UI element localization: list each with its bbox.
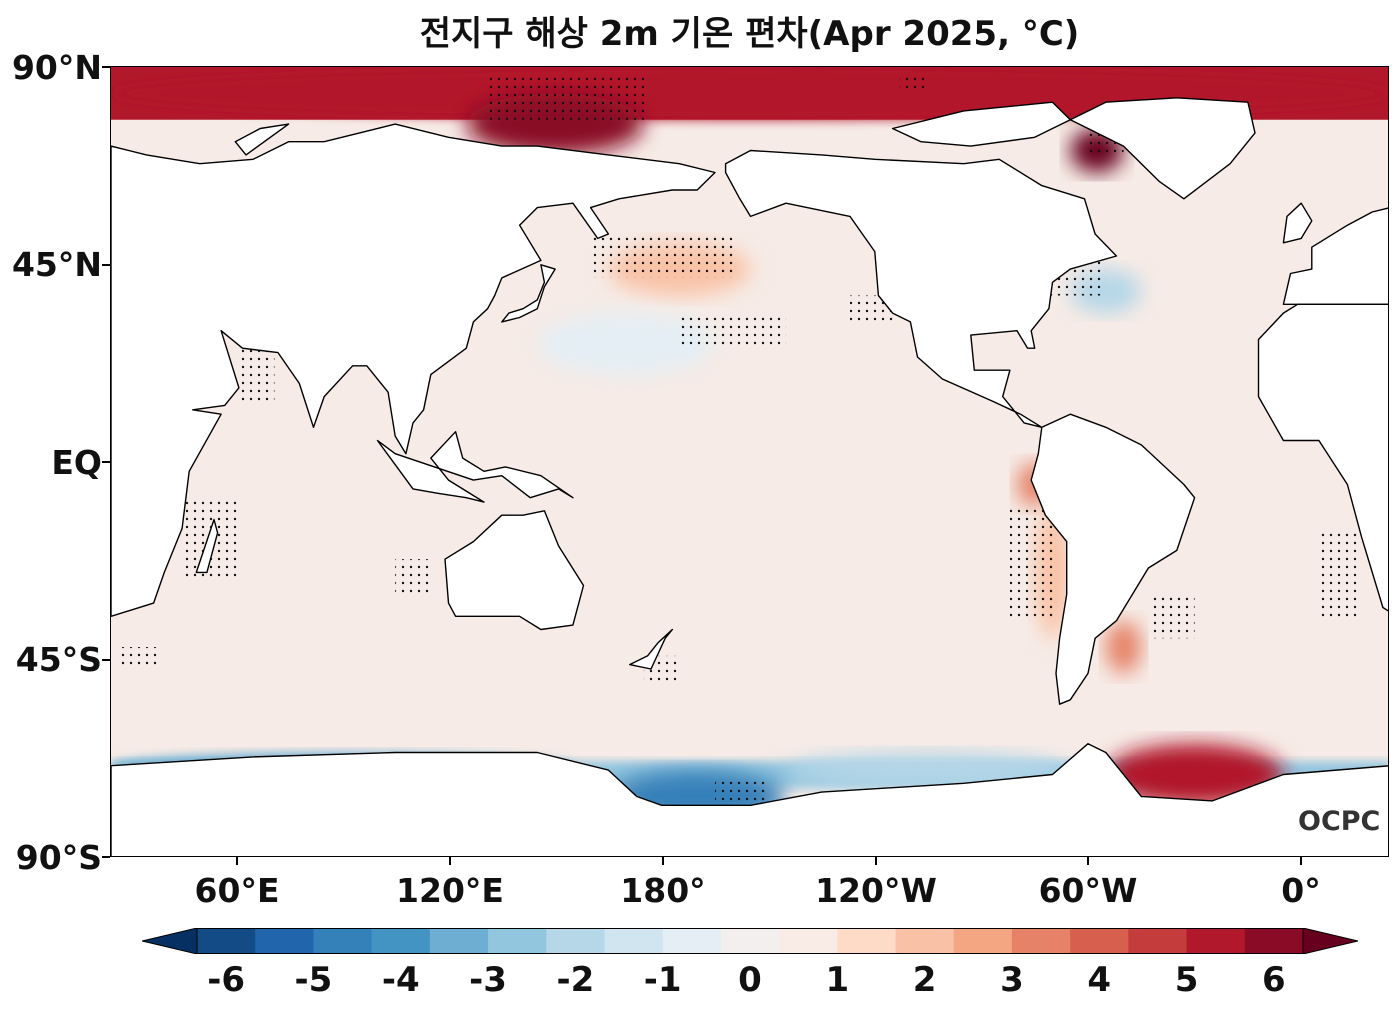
colorbar-swatch — [313, 928, 373, 954]
lat-tick — [102, 461, 110, 463]
lon-label-60w: 60°W — [1038, 871, 1138, 910]
map-panel — [110, 66, 1389, 857]
new-zealand-land — [629, 628, 673, 670]
colorbar-swatch — [1011, 928, 1071, 954]
lon-label-120e: 120°E — [396, 871, 504, 910]
north-america-land — [724, 149, 1118, 428]
eurasia-africa-land — [111, 123, 716, 617]
amundsen-cool-anomaly — [786, 752, 1071, 788]
stipple-patch — [714, 778, 769, 806]
lat-label-90n: 90°N — [11, 48, 102, 87]
stipple-patch — [899, 75, 929, 94]
lat-label-90s: 90°S — [15, 838, 102, 877]
colorbar-tick-label: -6 — [207, 960, 245, 1000]
anomaly-map — [111, 67, 1388, 856]
colorbar-swatch — [779, 928, 838, 954]
lon-tick — [662, 857, 664, 865]
colorbar-swatch — [371, 928, 431, 954]
indonesia-land — [376, 431, 574, 503]
madagascar-land — [195, 518, 219, 574]
colorbar — [142, 928, 1358, 954]
lon-label-180: 180° — [620, 871, 706, 910]
stipple-patch — [1151, 594, 1195, 639]
lat-tick — [102, 66, 110, 68]
lon-tick — [875, 857, 877, 865]
colorbar-swatch — [197, 928, 256, 954]
colorbar-tick-label: 0 — [738, 960, 762, 1000]
kuroshio-cool-anomaly — [537, 313, 715, 375]
europe-west-land — [1282, 207, 1388, 306]
colorbar-tick-label: 4 — [1087, 960, 1112, 1000]
colorbar-swatch — [953, 928, 1013, 954]
colorbar-tick-label: 3 — [1000, 960, 1024, 1000]
stipple-patch — [395, 559, 431, 595]
colorbar-swatch — [546, 928, 605, 954]
arctic-warm-anomaly — [111, 67, 1388, 120]
map-title: 전지구 해상 2m 기온 편차(Apr 2025, °C) — [419, 14, 1080, 54]
colorbar-outline — [196, 928, 1304, 954]
lon-tick — [449, 857, 451, 865]
colorbar-swatch — [255, 928, 314, 954]
lon-tick — [236, 857, 238, 865]
colorbar-tick-label: 2 — [912, 960, 937, 1000]
australia-land — [444, 510, 585, 631]
colorbar-swatch — [720, 928, 780, 954]
uk-ireland-land — [1282, 202, 1313, 244]
colorbar-swatch — [488, 928, 547, 954]
stipple-patch — [679, 313, 787, 349]
stipple-patch — [590, 233, 733, 278]
colorbar-tick-label: -2 — [556, 960, 595, 1000]
colorbar-tick-label: -5 — [294, 960, 333, 1000]
colorbar-tick-label: -1 — [643, 960, 682, 1000]
lon-tick — [1300, 857, 1302, 865]
lat-tick — [102, 856, 110, 858]
colorbar-swatch — [837, 928, 897, 954]
colorbar-swatch — [895, 928, 955, 954]
lat-label-eq: EQ — [51, 443, 102, 482]
colorbar-tick-label: 6 — [1262, 960, 1286, 1000]
lat-tick — [102, 659, 110, 661]
weddell-warm-anomaly — [1105, 743, 1284, 806]
colorbar-swatch — [1186, 928, 1246, 954]
lat-label-45s: 45°S — [15, 640, 102, 679]
lon-label-60e: 60°E — [194, 871, 280, 910]
ocpc-logo: OCPC — [1298, 806, 1381, 837]
colorbar-tick-label: 5 — [1174, 960, 1199, 1000]
antarctica-land — [111, 743, 1388, 856]
colorbar-extend-max — [1302, 928, 1358, 954]
colorbar-tick-label: 1 — [825, 960, 850, 1000]
arctic-islands-land — [891, 101, 1071, 147]
svalbard-fj-land — [234, 123, 290, 156]
land-masses — [111, 97, 1388, 856]
stipple-patch — [1318, 532, 1362, 621]
lon-label-120w: 120°W — [815, 871, 937, 910]
lon-label-0: 0° — [1281, 871, 1321, 910]
lat-tick — [102, 264, 110, 266]
stipple-patch — [121, 647, 158, 665]
patagonia-shelf-warm-anomaly — [1105, 620, 1142, 674]
greenland-land — [1069, 97, 1256, 200]
colorbar-swatch — [662, 928, 722, 954]
africa-west-land — [1257, 303, 1388, 612]
colorbar-extend-min — [142, 928, 198, 954]
colorbar-swatch — [1244, 928, 1304, 954]
colorbar-swatch — [1070, 928, 1129, 954]
south-america-land — [1030, 413, 1196, 705]
lon-tick — [1087, 857, 1089, 865]
colorbar-tick-label: -4 — [381, 960, 420, 1000]
colorbar-swatch — [1128, 928, 1188, 954]
colorbar-tick-label: -3 — [469, 960, 507, 1000]
colorbar-swatch — [604, 928, 664, 954]
japan-land — [501, 264, 556, 323]
lat-label-45n: 45°N — [11, 245, 102, 284]
colorbar-swatch — [429, 928, 489, 954]
stipple-patch — [1009, 506, 1053, 621]
stipple-patch — [484, 75, 644, 120]
